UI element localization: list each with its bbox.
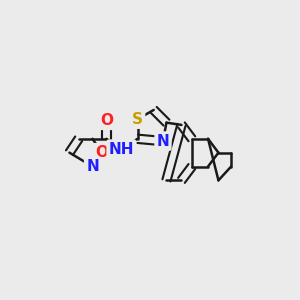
Text: S: S xyxy=(132,112,143,127)
Text: NH: NH xyxy=(109,142,134,157)
Text: O: O xyxy=(95,145,108,160)
Text: N: N xyxy=(157,134,169,148)
Text: O: O xyxy=(100,113,113,128)
Text: N: N xyxy=(86,159,99,174)
